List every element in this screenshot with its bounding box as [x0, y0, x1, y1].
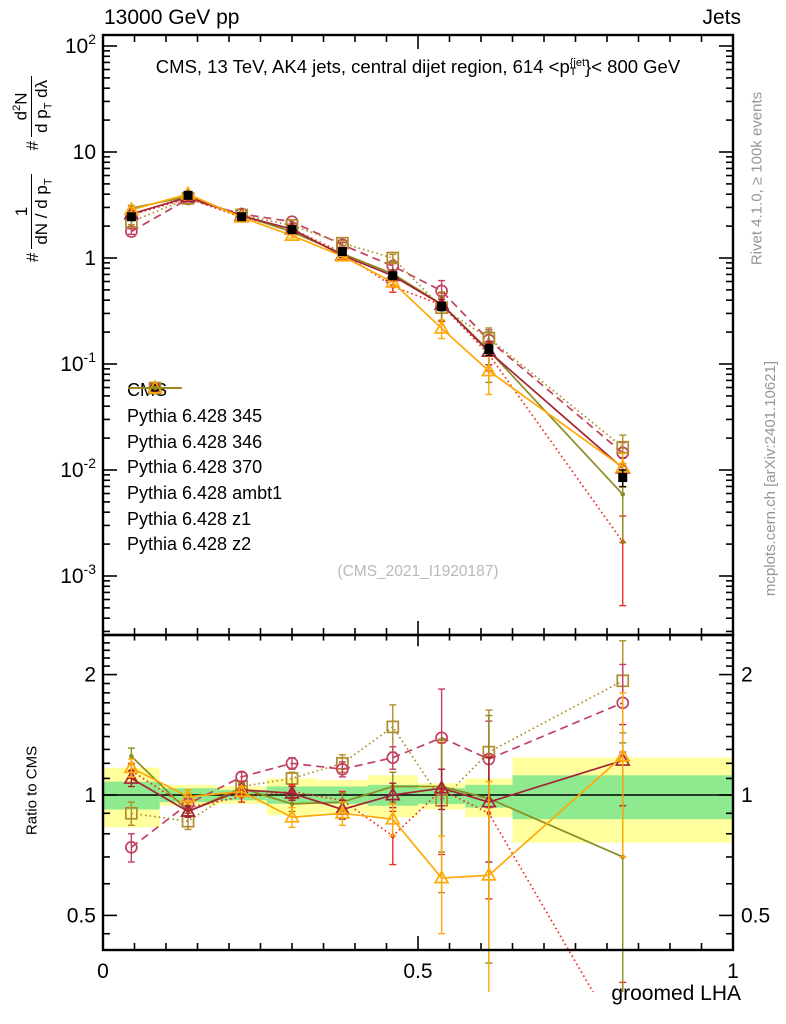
ratio-y-tick-label-left: 2	[84, 664, 96, 687]
legend: CMS Pythia 6.428 345 Pythia 6.428 346 Pythi…	[127, 378, 282, 558]
axis-ticks	[102, 35, 734, 950]
legend-label: Pythia 6.428 346	[127, 431, 263, 452]
y-label-term1: # 1 dN / d pT	[12, 174, 55, 262]
legend-swatch-pythia-6-428-z2	[128, 385, 182, 391]
legend-label: Pythia 6.428 ambt1	[127, 483, 283, 504]
plot-title-prefix: CMS, 13 TeV, AK4 jets, central dijet reg…	[155, 56, 570, 77]
main-y-axis-label: # 1 dN / d pT # d2N d pT dλ	[4, 39, 62, 299]
plot-title-suffix: }< 800 GeV	[585, 56, 681, 77]
main-y-tick-label: 102	[65, 31, 96, 58]
legend-item-pythia-6-428-370: Pythia 6.428 370	[127, 379, 282, 481]
legend-item-pythia-6-428-z1: Pythia 6.428 z1	[127, 385, 282, 532]
legend-label: Pythia 6.428 345	[127, 406, 263, 427]
y-label-term2: # d2N d pT dλ	[11, 75, 55, 151]
legend-item-pythia-6-428-z2: Pythia 6.428 z2	[127, 385, 282, 558]
pt-sup: {jet	[569, 57, 586, 69]
ratio-series-pythia-6-428-ambt1	[123, 692, 631, 992]
legend-label: Pythia 6.428 370	[127, 457, 263, 478]
ratio-y-axis-label: Ratio to CMS	[23, 745, 41, 836]
x-tick-label: 0.5	[403, 960, 432, 983]
legend-item-pythia-6-428-345: Pythia 6.428 345	[127, 381, 282, 430]
hash-symbol: #	[22, 140, 42, 151]
rivet-version-note: Rivet 4.1.0, ≥ 100k events	[748, 91, 766, 266]
ratio-y-tick-label-left: 1	[84, 784, 96, 807]
analysis-group-label: Jets	[702, 6, 741, 29]
frac1-numerator: 1	[11, 206, 31, 217]
legend-item-pythia-6-428-346: Pythia 6.428 346	[127, 381, 282, 455]
ratio-uncertainty-bands	[103, 757, 733, 843]
ratio-y-tick-label-right: 1	[741, 784, 753, 807]
plot-title: CMS, 13 TeV, AK4 jets, central dijet reg…	[103, 56, 733, 86]
legend-label: Pythia 6.428 z1	[127, 508, 252, 529]
hash-symbol: #	[22, 252, 42, 263]
analysis-id-watermark: (CMS_2021_I1920187)	[337, 563, 499, 580]
ratio-y-tick-label-right: 2	[741, 664, 753, 687]
main-y-tick-label: 1	[84, 247, 96, 270]
x-axis-label: groomed LHA	[611, 982, 741, 1005]
main-series-cms	[126, 190, 628, 488]
main-y-tick-label: 10-2	[60, 455, 96, 482]
x-tick-label: 0	[97, 960, 109, 983]
frac1-denominator: dN / d pT	[30, 174, 55, 249]
legend-label: Pythia 6.428 z2	[127, 534, 252, 555]
pt-sub: T	[569, 66, 577, 78]
main-y-tick-label: 10	[73, 141, 96, 164]
ratio-y-tick-label-left: 0.5	[67, 904, 96, 927]
main-y-tick-label: 10-3	[60, 561, 96, 588]
beam-energy-label: 13000 GeV pp	[104, 6, 240, 29]
frac2-numerator: d2N	[11, 92, 31, 121]
x-tick-label: 1	[727, 960, 739, 983]
mcplots-credit-note: mcplots.cern.ch [arXiv:2401.10621]	[762, 360, 779, 597]
pt-superscript-stack: {jet T	[569, 57, 586, 78]
main-y-tick-label: 10-1	[60, 349, 96, 376]
legend-item-pythia-6-428-ambt1: Pythia 6.428 ambt1	[127, 379, 283, 507]
ratio-y-tick-label-right: 0.5	[741, 904, 770, 927]
axis-tick-labels: 102 10 1 10-1 10-2 10-3 0 0.5 1 2 2 1 1 0.5 0.5	[60, 31, 770, 983]
frac2-denominator: d pT dλ	[30, 75, 55, 137]
